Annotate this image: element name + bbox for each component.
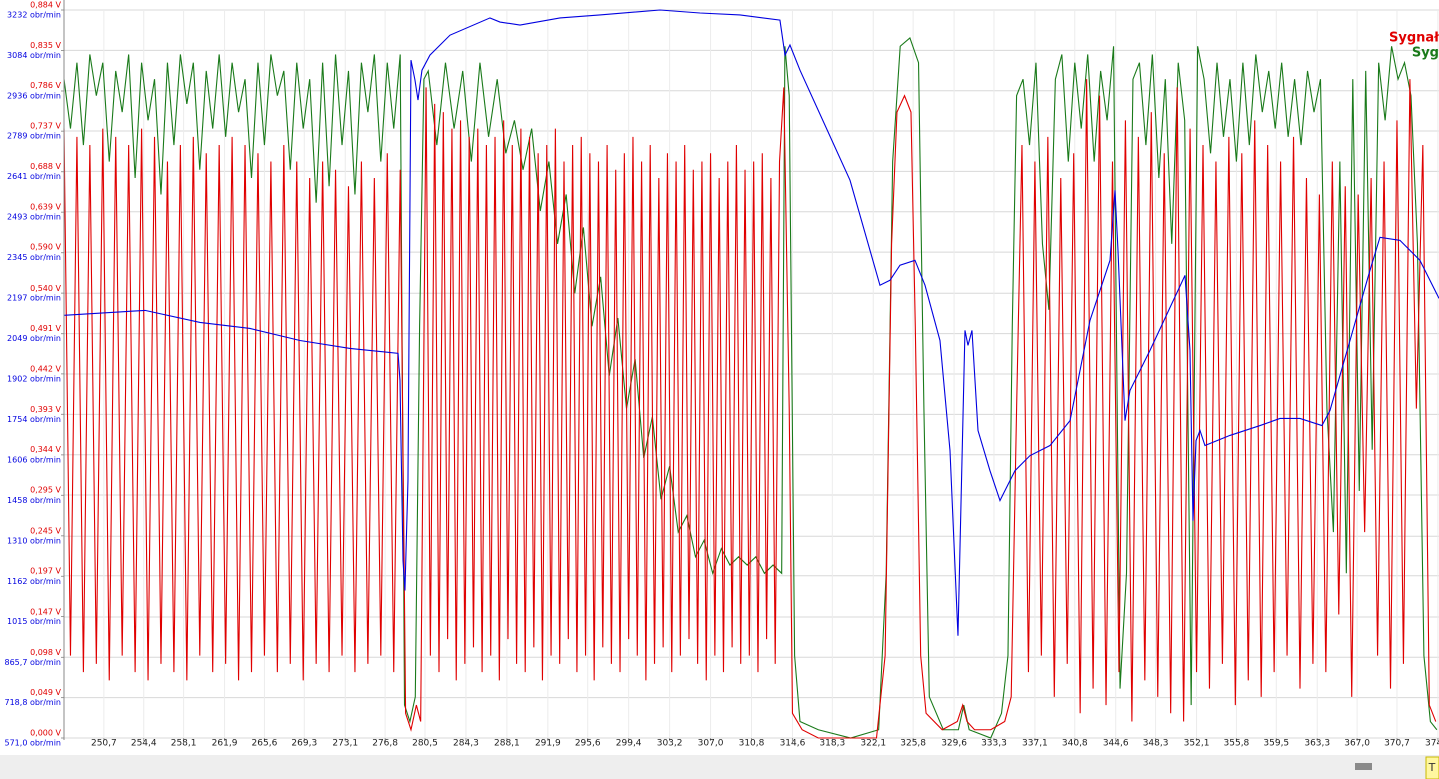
x-tick-label: 295,6 <box>575 739 601 749</box>
plot-area <box>63 9 1439 739</box>
x-tick-label: 363,3 <box>1304 739 1330 749</box>
y2-tick-label: 718,8 obr/min <box>5 698 62 707</box>
y2-tick-label: 1902 obr/min <box>7 374 61 383</box>
x-tick-label: 250,7 <box>91 739 117 749</box>
y2-tick-label: 1458 obr/min <box>7 496 61 505</box>
x-tick-label: 314,6 <box>780 739 806 749</box>
y2-tick-label: 2345 obr/min <box>7 253 61 262</box>
x-tick-label: 318,3 <box>819 739 845 749</box>
y-tick-label: 0,147 V <box>30 607 61 616</box>
series-line <box>63 79 1437 739</box>
y2-tick-label: 1310 obr/min <box>7 536 61 545</box>
y2-tick-label: 865,7 obr/min <box>5 658 62 667</box>
y-tick-label: 0,737 V <box>30 122 61 131</box>
x-tick-label: 333,3 <box>981 739 1007 749</box>
x-tick-label: 254,4 <box>131 739 157 749</box>
y2-tick-label: 2197 obr/min <box>7 294 61 303</box>
x-tick-label: 355,8 <box>1224 739 1250 749</box>
y2-tick-label: 1606 obr/min <box>7 455 61 464</box>
x-tick-label: 329,6 <box>941 739 967 749</box>
x-tick-label: 374,5 <box>1425 739 1439 749</box>
x-tick-label: 280,5 <box>412 739 438 749</box>
y-tick-label: 0,442 V <box>30 365 61 374</box>
y-tick-label: 0,344 V <box>30 445 61 454</box>
x-tick-label: 348,3 <box>1143 739 1169 749</box>
x-tick-label: 288,1 <box>494 739 520 749</box>
x-tick-label: 352,1 <box>1184 739 1210 749</box>
y2-tick-label: 2936 obr/min <box>7 91 61 100</box>
y-tick-label: 0,540 V <box>30 284 61 293</box>
x-tick-label: 258,1 <box>171 739 197 749</box>
y-tick-label: 0,000 V <box>30 729 61 738</box>
y-tick-label: 0,688 V <box>30 162 61 171</box>
legend-entry: Syg <box>1412 46 1439 61</box>
y-tick-label: 0,098 V <box>30 648 61 657</box>
y2-tick-label: 3084 obr/min <box>7 51 61 60</box>
x-tick-label: 344,6 <box>1103 739 1129 749</box>
scrollbar-thumb[interactable] <box>1355 763 1372 770</box>
y-tick-label: 0,639 V <box>30 202 61 211</box>
y-tick-label: 0,590 V <box>30 243 61 252</box>
x-tick-label: 310,8 <box>739 739 765 749</box>
legend-entry: Sygnał <box>1389 31 1439 46</box>
y2-tick-label: 2493 obr/min <box>7 213 61 222</box>
toolbar-button-label[interactable]: T <box>1428 761 1436 774</box>
x-tick-label: 307,0 <box>698 739 724 749</box>
x-tick-label: 359,5 <box>1263 739 1289 749</box>
x-tick-label: 284,3 <box>453 739 479 749</box>
x-tick-label: 322,1 <box>860 739 886 749</box>
axis-labels: 0,884 V 0,835 V 0,786 V 0,737 V 0,688 V 0,639… <box>5 1 1439 749</box>
y-tick-label: 0,295 V <box>30 486 61 495</box>
x-tick-label: 325,8 <box>900 739 926 749</box>
x-tick-label: 269,3 <box>291 739 317 749</box>
x-tick-label: 261,9 <box>212 739 238 749</box>
y-tick-label: 0,491 V <box>30 324 61 333</box>
y-tick-label: 0,835 V <box>30 41 61 50</box>
x-tick-label: 291,9 <box>535 739 561 749</box>
toolbar-button[interactable] <box>1425 756 1439 779</box>
y-tick-label: 0,393 V <box>30 405 61 414</box>
y-tick-label: 0,245 V <box>30 527 61 536</box>
x-tick-label: 303,2 <box>657 739 683 749</box>
scrollbar[interactable] <box>0 755 1439 779</box>
series-line <box>63 37 1438 739</box>
y2-tick-label: 3232 obr/min <box>7 11 61 20</box>
y-tick-label: 0,049 V <box>30 688 61 697</box>
series-line <box>63 9 1439 636</box>
y2-tick-label: 571,0 obr/min <box>5 739 62 748</box>
x-tick-label: 370,7 <box>1384 739 1410 749</box>
x-tick-label: 273,1 <box>332 739 358 749</box>
y2-tick-label: 2049 obr/min <box>7 334 61 343</box>
x-tick-label: 276,8 <box>372 739 398 749</box>
y2-tick-label: 1015 obr/min <box>7 617 61 626</box>
x-tick-label: 367,0 <box>1344 739 1370 749</box>
x-tick-label: 337,1 <box>1022 739 1048 749</box>
x-tick-label: 299,4 <box>616 739 642 749</box>
y-tick-label: 0,884 V <box>30 1 61 10</box>
y-tick-label: 0,197 V <box>30 566 61 575</box>
y2-tick-label: 2789 obr/min <box>7 132 61 141</box>
y2-tick-label: 2641 obr/min <box>7 172 61 181</box>
x-tick-label: 340,8 <box>1062 739 1088 749</box>
y-tick-label: 0,786 V <box>30 81 61 90</box>
y2-tick-label: 1754 obr/min <box>7 415 61 424</box>
x-tick-label: 265,6 <box>252 739 278 749</box>
y2-tick-label: 1162 obr/min <box>7 577 61 586</box>
